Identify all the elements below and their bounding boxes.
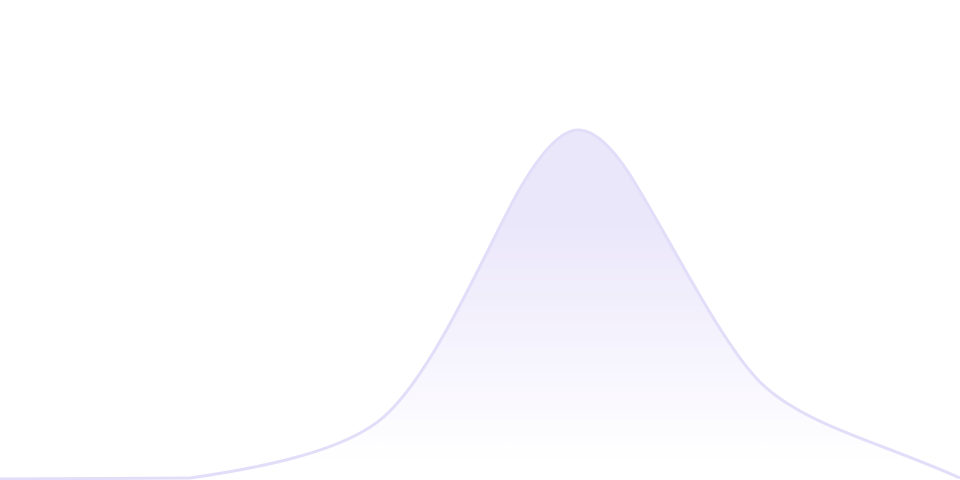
curve-area-fill xyxy=(0,130,960,480)
curve-line xyxy=(0,128,960,480)
